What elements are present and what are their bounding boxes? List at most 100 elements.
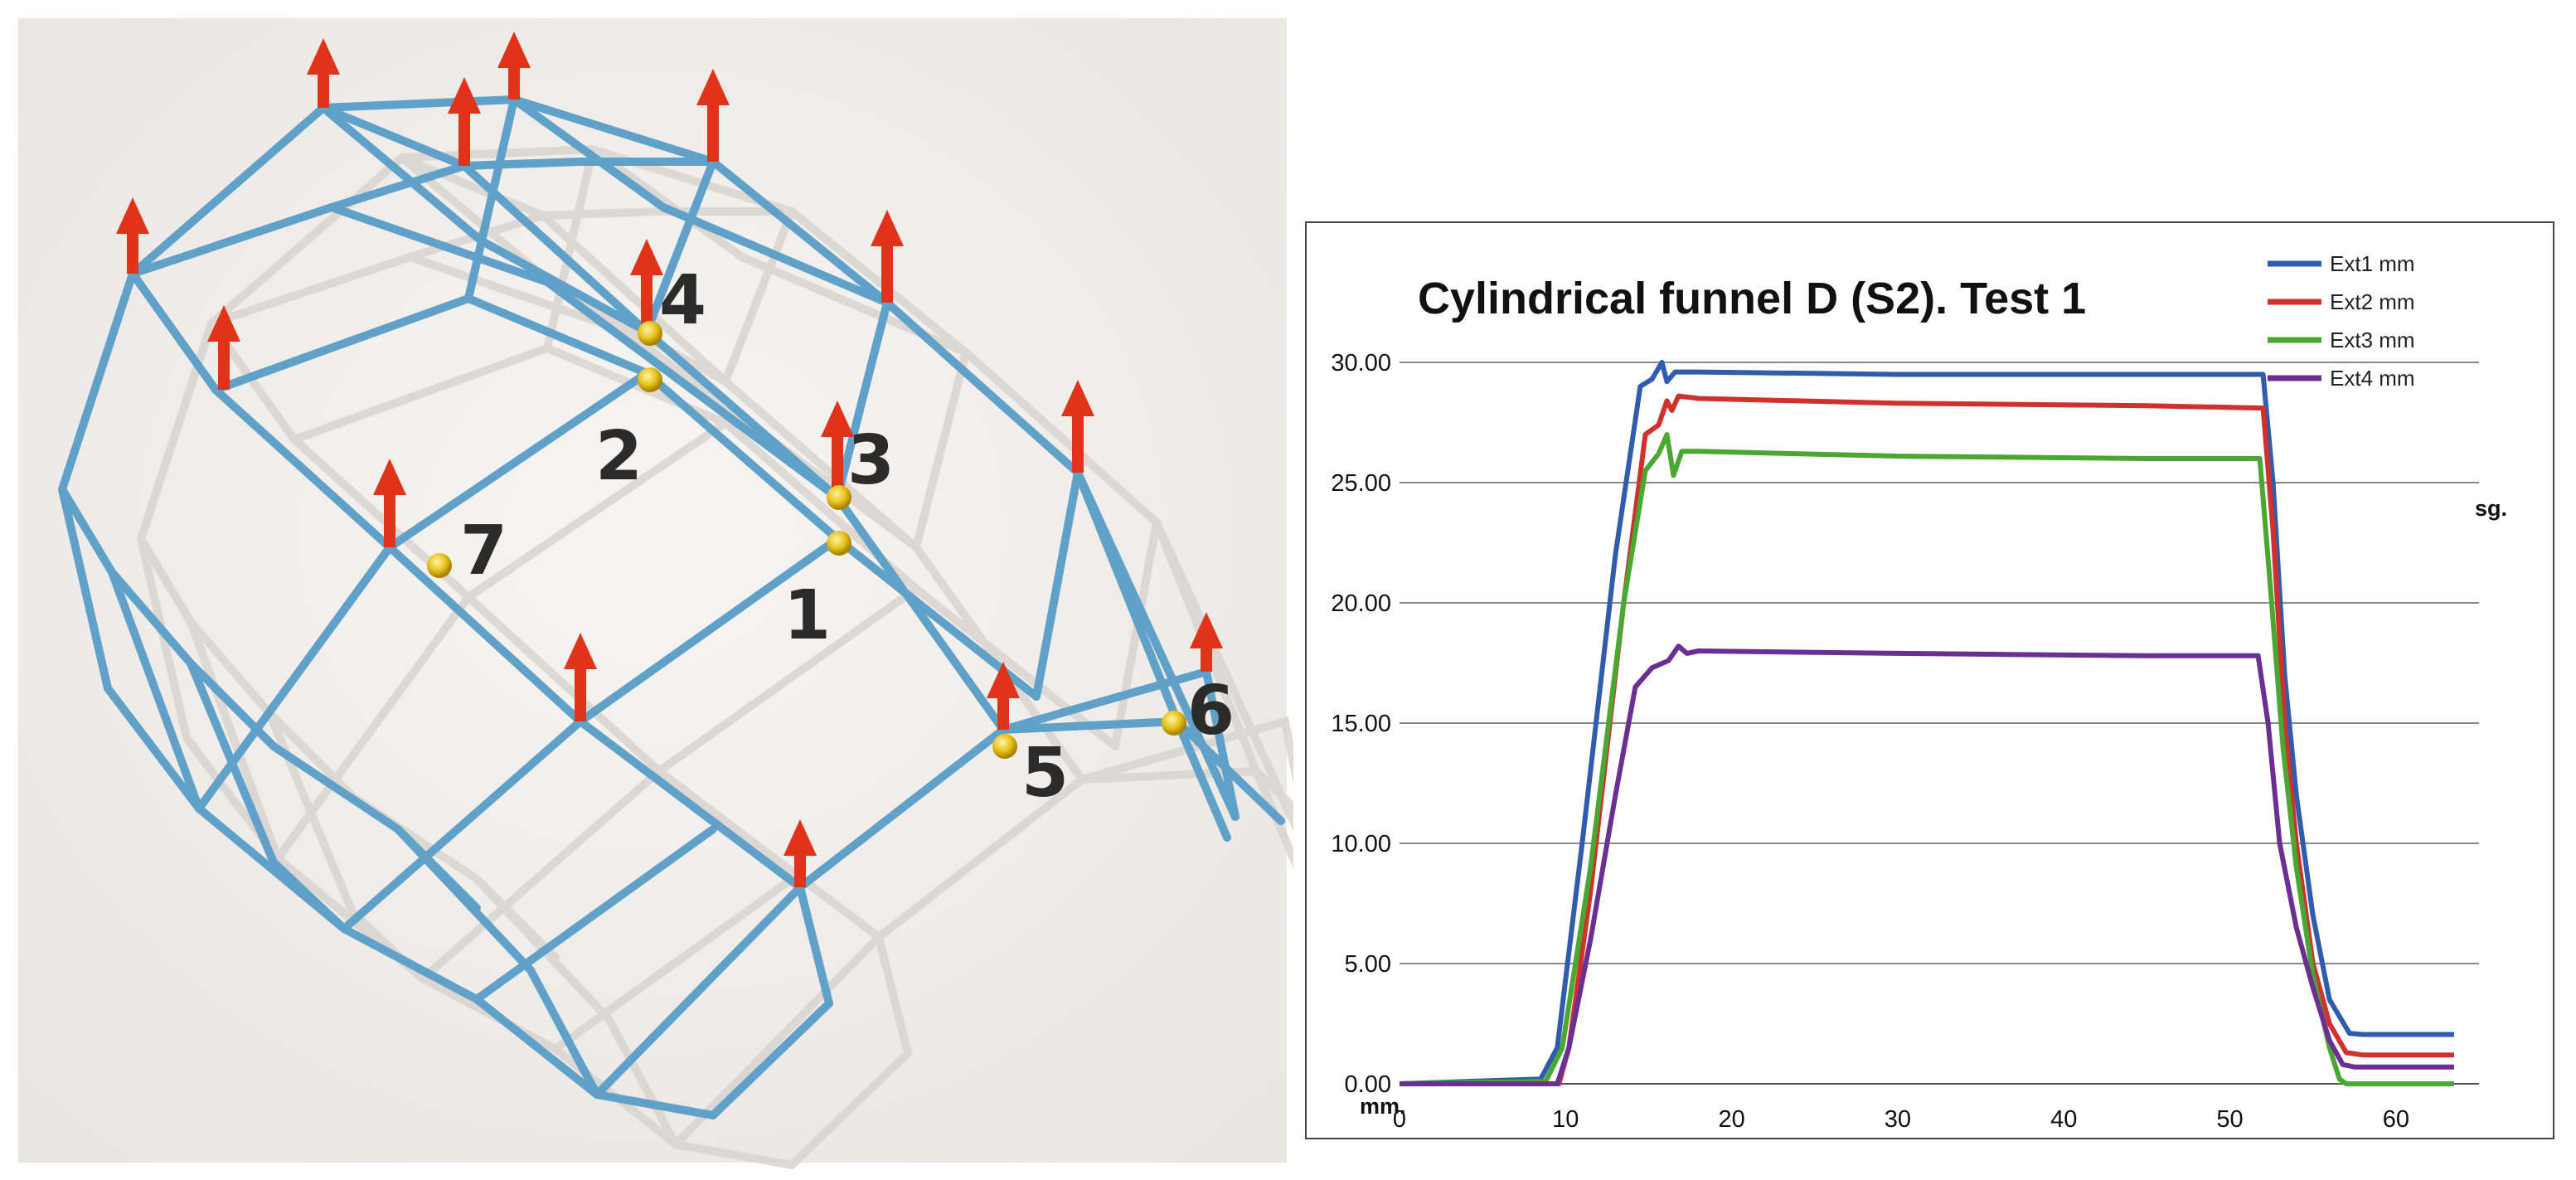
x-axis-label: mm. (1360, 1094, 1406, 1119)
frame-shadow-bar (672, 933, 883, 1148)
structure-illustration: 1 2 3 4 5 6 7 (18, 18, 1293, 1169)
x-tick-label: 0 (1393, 1106, 1406, 1133)
y-tick-label: 10.00 (1331, 831, 1391, 857)
frame-bar (386, 369, 651, 551)
frame-shadow-bar (1078, 716, 1293, 784)
x-tick-label: 10 (1552, 1106, 1579, 1133)
frame-bar (187, 659, 348, 933)
frame-shadow-bar (551, 875, 796, 1053)
x-tick-label: 20 (1718, 1106, 1744, 1133)
frame-shadow-bar (1111, 518, 1161, 750)
x-tick-label: 50 (2216, 1106, 2243, 1133)
frame-bar (1074, 469, 1181, 726)
frame-bar (576, 535, 842, 726)
joint-markers (427, 321, 1186, 759)
frame-shadow-bar (875, 775, 1086, 941)
load-arrow-icon (564, 633, 597, 721)
y-tick-labels: 0.00 5.00 10.00 15.00 20.00 25.00 30.00 (1331, 350, 1391, 1098)
frame-shadow-bar (788, 933, 913, 1169)
load-arrow-icon (821, 401, 854, 498)
node-label-7: 7 (460, 512, 507, 590)
node-label-1: 1 (783, 576, 831, 655)
frame-bar (394, 825, 601, 1099)
x-tick-label: 40 (2050, 1106, 2077, 1133)
frame-shadow-bar (543, 145, 597, 352)
x-tick-label: 30 (1885, 1106, 1911, 1133)
y-axis-label: sg. (2475, 496, 2507, 521)
load-arrow-icon (448, 77, 481, 166)
frame-shadow (136, 144, 1293, 1169)
y-tick-label: 30.00 (1331, 350, 1391, 376)
legend-entry: Ext4 mm (2330, 366, 2415, 391)
load-arrows (116, 32, 1223, 887)
frame-shadow-bar (419, 767, 663, 983)
frame-bar (1173, 717, 1231, 842)
load-arrow-icon (307, 38, 340, 108)
frame-shadow-bar (589, 145, 970, 357)
frame-bar (593, 883, 804, 1099)
load-arrow-icon (783, 819, 817, 887)
joint-marker-icon (638, 367, 662, 392)
y-tick-label: 20.00 (1331, 590, 1391, 617)
frame-shadow-bar (398, 153, 796, 221)
frame-shadow-bar (912, 348, 970, 551)
load-arrow-icon (497, 32, 531, 100)
frame-bar (129, 162, 651, 336)
frame-bar (510, 95, 891, 307)
joint-marker-icon (638, 321, 662, 346)
y-tick-label: 0.00 (1345, 1071, 1391, 1098)
node-label-3: 3 (847, 421, 895, 500)
load-arrow-icon (987, 662, 1020, 730)
legend-entry: Ext3 mm (2330, 328, 2415, 352)
load-arrow-icon (871, 210, 904, 303)
joint-marker-icon (827, 485, 851, 510)
legend: Ext1 mm Ext2 mm Ext3 mm Ext4 mm (2268, 251, 2415, 391)
series-line (1399, 360, 2454, 1086)
load-arrow-icon (630, 239, 663, 332)
load-arrow-icon (1190, 612, 1223, 672)
frame-bar (1032, 469, 1082, 701)
y-tick-label: 5.00 (1345, 951, 1391, 978)
frame-shadow-bar (655, 585, 920, 775)
series-line (1400, 643, 2454, 1086)
frame-bar (643, 158, 717, 336)
frame-shadow-bar (464, 419, 730, 601)
joint-marker-icon (427, 553, 452, 578)
node-label-2: 2 (595, 417, 643, 496)
frame-shadow-bar (406, 253, 920, 551)
frame-bar (108, 568, 203, 813)
load-arrow-icon (207, 305, 240, 390)
y-tick-label: 15.00 (1331, 711, 1391, 737)
frame-bar (319, 104, 717, 170)
frame-shadow-bar (1252, 767, 1293, 869)
frame-shadow-bar (187, 618, 282, 862)
legend-entry: Ext1 mm (2330, 251, 2415, 276)
load-arrow-icon (116, 197, 149, 274)
frame-bar (709, 883, 833, 1119)
x-tick-label: 60 (2383, 1106, 2409, 1133)
frame-bar (327, 203, 842, 502)
node-labels: 1 2 3 4 5 6 7 (460, 261, 1235, 813)
node-label-6: 6 (1187, 672, 1235, 750)
joint-marker-icon (1162, 711, 1186, 736)
y-tick-label: 25.00 (1331, 470, 1391, 497)
node-label-5: 5 (1021, 734, 1069, 813)
frame-bar (473, 825, 717, 1003)
joint-marker-icon (827, 531, 851, 556)
load-arrow-icon (696, 69, 730, 162)
chart-title: Cylindrical funnel D (S2). Test 1 (1418, 274, 2086, 323)
frame-bar (833, 299, 891, 502)
node-label-4: 4 (659, 261, 706, 340)
legend-entry: Ext2 mm (2330, 289, 2415, 314)
series-lines (1399, 360, 2454, 1086)
load-arrow-icon (373, 459, 406, 547)
frame-shadow-bar (721, 207, 796, 386)
x-tick-labels: 0 10 20 30 40 50 60 (1393, 1106, 2409, 1133)
chart-frame (1305, 221, 2554, 1139)
frame-bar (464, 95, 518, 303)
load-arrow-icon (1061, 380, 1094, 473)
frame-bar (340, 717, 585, 933)
frame-bar (796, 726, 1007, 891)
joint-marker-icon (992, 734, 1017, 759)
